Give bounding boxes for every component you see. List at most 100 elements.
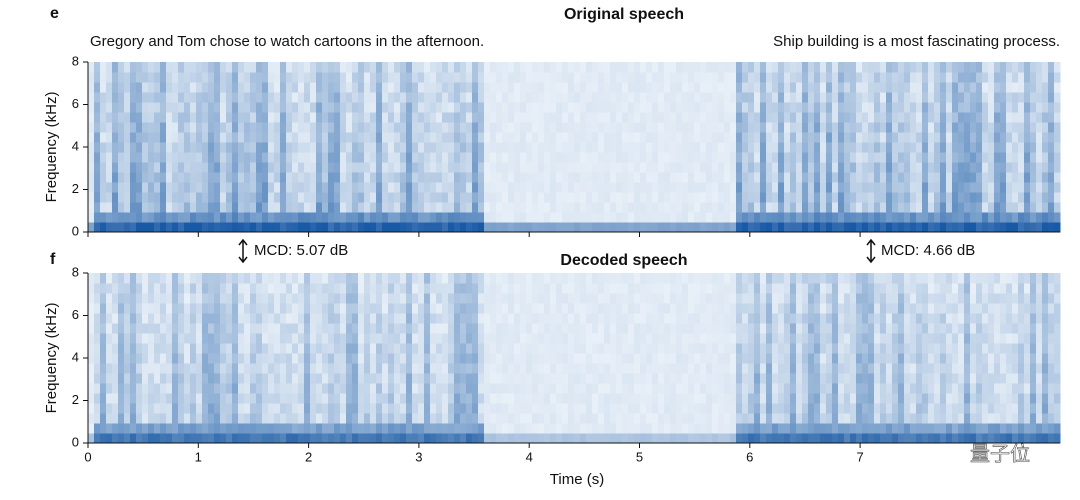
spectrogram-cell — [154, 162, 161, 173]
spectrogram-cell — [106, 353, 113, 364]
spectrogram-cell — [730, 313, 737, 324]
spectrogram-cell — [814, 192, 821, 203]
spectrogram-cell — [286, 202, 293, 213]
spectrogram-cell — [88, 62, 95, 73]
spectrogram-cell — [676, 82, 683, 93]
spectrogram-cell — [268, 283, 275, 294]
spectrogram-cell — [1018, 172, 1025, 183]
spectrogram-cell — [550, 273, 557, 284]
spectrogram-cell — [490, 283, 497, 294]
spectrogram-cell — [538, 72, 545, 83]
spectrogram-cell — [586, 112, 593, 123]
spectrogram-cell — [382, 363, 389, 374]
spectrogram-cell — [742, 132, 749, 143]
spectrogram-cell — [706, 413, 713, 424]
spectrogram-cell — [550, 212, 557, 223]
spectrogram-cell — [220, 72, 227, 83]
spectrogram-cell — [88, 132, 95, 143]
spectrogram-cell — [334, 142, 341, 153]
spectrogram-cell — [514, 172, 521, 183]
spectrogram-cell — [130, 212, 137, 223]
spectrogram-cell — [814, 313, 821, 324]
spectrogram-cell — [982, 122, 989, 133]
spectrogram-cell — [922, 152, 929, 163]
spectrogram-cell — [376, 82, 383, 93]
spectrogram-cell — [838, 212, 845, 223]
spectrogram-cell — [322, 122, 329, 133]
spectrogram-cell — [712, 273, 719, 284]
spectrogram-cell — [610, 343, 617, 354]
spectrogram-cell — [808, 202, 815, 213]
spectrogram-cell — [904, 92, 911, 103]
spectrogram-cell — [562, 182, 569, 193]
spectrogram-cell — [736, 283, 743, 294]
spectrogram-cell — [580, 202, 587, 213]
spectrogram-cell — [748, 222, 755, 233]
spectrogram-cell — [124, 72, 131, 83]
spectrogram-cell — [742, 162, 749, 173]
spectrogram-cell — [484, 102, 491, 113]
spectrogram-cell — [832, 132, 839, 143]
spectrogram-cell — [406, 142, 413, 153]
spectrogram-cell — [310, 273, 317, 284]
spectrogram-cell — [262, 212, 269, 223]
spectrogram-cell — [718, 333, 725, 344]
spectrogram-cell — [646, 182, 653, 193]
spectrogram-cell — [280, 92, 287, 103]
spectrogram-cell — [220, 222, 227, 233]
spectrogram-cell — [346, 373, 353, 384]
spectrogram-cell — [142, 313, 149, 324]
spectrogram-cell — [238, 182, 245, 193]
spectrogram-cell — [190, 112, 197, 123]
spectrogram-cell — [1048, 172, 1055, 183]
spectrogram-cell — [772, 433, 779, 444]
spectrogram-cell — [310, 373, 317, 384]
spectrogram-cell — [454, 383, 461, 394]
spectrogram-cell — [406, 102, 413, 113]
spectrogram-cell — [364, 212, 371, 223]
spectrogram-cell — [706, 423, 713, 434]
spectrogram-cell — [436, 152, 443, 163]
spectrogram-cell — [748, 413, 755, 424]
spectrogram-cell — [232, 92, 239, 103]
spectrogram-cell — [460, 303, 467, 314]
spectrogram-cell — [976, 212, 983, 223]
spectrogram-cell — [694, 112, 701, 123]
spectrogram-cell — [526, 413, 533, 424]
spectrogram-cell — [382, 92, 389, 103]
spectrogram-cell — [418, 182, 425, 193]
spectrogram-cell — [442, 363, 449, 374]
spectrogram-cell — [844, 112, 851, 123]
spectrogram-cell — [154, 303, 161, 314]
spectrogram-cell — [334, 92, 341, 103]
spectrogram-cell — [448, 142, 455, 153]
spectrogram-cell — [604, 433, 611, 444]
spectrogram-cell — [172, 102, 179, 113]
spectrogram-cell — [478, 222, 485, 233]
spectrogram-cell — [976, 202, 983, 213]
spectrogram-cell — [436, 393, 443, 404]
spectrogram-cell — [604, 353, 611, 364]
spectrogram-cell — [1054, 72, 1061, 83]
spectrogram-cell — [94, 423, 101, 434]
spectrogram-cell — [826, 92, 833, 103]
spectrogram-cell — [850, 273, 857, 284]
spectrogram-cell — [484, 202, 491, 213]
spectrogram-cell — [664, 122, 671, 133]
spectrogram-cell — [730, 152, 737, 163]
spectrogram-cell — [346, 403, 353, 414]
spectrogram-cell — [736, 333, 743, 344]
spectrogram-cell — [604, 363, 611, 374]
spectrogram-cell — [766, 303, 773, 314]
spectrogram-cell — [580, 343, 587, 354]
spectrogram-cell — [706, 363, 713, 374]
spectrogram-cell — [820, 142, 827, 153]
spectrogram-cell — [484, 343, 491, 354]
spectrogram-cell — [646, 393, 653, 404]
spectrogram-cell — [316, 222, 323, 233]
spectrogram-cell — [124, 62, 131, 73]
spectrogram-cell — [412, 423, 419, 434]
spectrogram-cell — [478, 142, 485, 153]
spectrogram-cell — [532, 423, 539, 434]
spectrogram-cell — [526, 293, 533, 304]
